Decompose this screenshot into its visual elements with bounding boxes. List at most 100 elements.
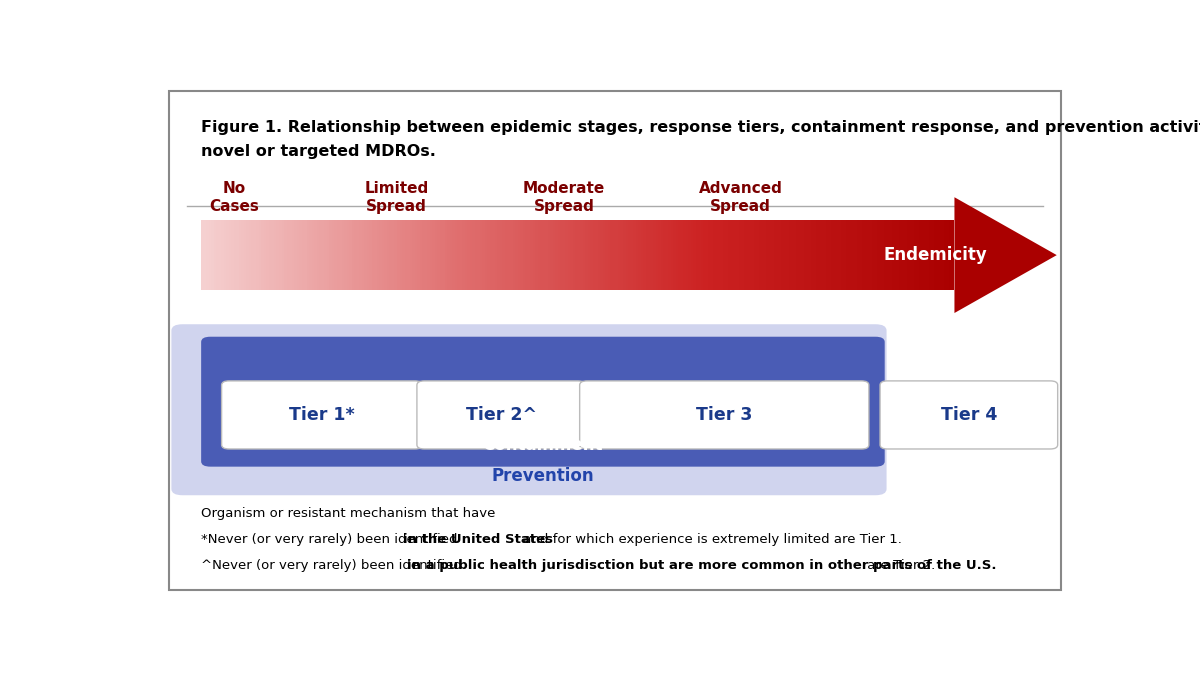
Bar — [547, 220, 550, 290]
Bar — [814, 220, 816, 290]
Bar — [824, 220, 827, 290]
Bar — [769, 220, 772, 290]
Text: Advanced
Spread: Advanced Spread — [698, 182, 782, 214]
Bar — [696, 220, 698, 290]
Bar — [871, 220, 874, 290]
Bar — [841, 220, 844, 290]
Bar — [452, 220, 455, 290]
Bar — [797, 220, 799, 290]
Bar — [673, 220, 676, 290]
Bar — [653, 220, 655, 290]
Text: *Never (or very rarely) been identified: *Never (or very rarely) been identified — [202, 533, 462, 546]
Bar — [623, 220, 625, 290]
Bar — [802, 220, 804, 290]
Bar — [949, 220, 952, 290]
Bar — [905, 220, 907, 290]
Bar — [874, 220, 877, 290]
Bar — [439, 220, 443, 290]
Bar — [418, 220, 420, 290]
Bar — [512, 220, 515, 290]
Bar — [666, 220, 668, 290]
Bar — [864, 220, 866, 290]
Bar — [683, 220, 685, 290]
FancyBboxPatch shape — [168, 91, 1062, 591]
Bar — [643, 220, 646, 290]
Bar — [829, 220, 832, 290]
Bar — [314, 220, 317, 290]
Bar — [721, 220, 724, 290]
Text: ^Never (or very rarely) been identified: ^Never (or very rarely) been identified — [202, 559, 467, 572]
Bar — [586, 220, 588, 290]
Bar — [788, 220, 791, 290]
Text: Containment: Containment — [482, 436, 602, 454]
Text: Prevention: Prevention — [491, 467, 594, 485]
Bar — [628, 220, 630, 290]
Bar — [742, 220, 744, 290]
Bar — [588, 220, 590, 290]
Bar — [912, 220, 914, 290]
Bar — [475, 220, 478, 290]
Bar — [613, 220, 616, 290]
Bar — [944, 220, 947, 290]
Bar — [754, 220, 756, 290]
Bar — [299, 220, 301, 290]
Bar — [827, 220, 829, 290]
Bar — [402, 220, 404, 290]
Bar — [223, 220, 227, 290]
Bar — [266, 220, 269, 290]
Bar — [289, 220, 292, 290]
Bar — [606, 220, 608, 290]
Bar — [922, 220, 924, 290]
Bar — [634, 220, 636, 290]
Bar — [437, 220, 439, 290]
Bar — [344, 220, 347, 290]
Bar — [698, 220, 701, 290]
Bar — [892, 220, 894, 290]
Bar — [691, 220, 694, 290]
Bar — [264, 220, 266, 290]
Bar — [848, 220, 852, 290]
Bar — [282, 220, 284, 290]
Bar — [685, 220, 689, 290]
Bar — [340, 220, 342, 290]
FancyBboxPatch shape — [580, 381, 869, 449]
Bar — [202, 220, 204, 290]
Bar — [347, 220, 349, 290]
Bar — [427, 220, 430, 290]
Bar — [246, 220, 248, 290]
Bar — [668, 220, 671, 290]
Bar — [630, 220, 634, 290]
Bar — [857, 220, 859, 290]
Bar — [791, 220, 793, 290]
Text: in a public health jurisdisction but are more common in other parts of the U.S.: in a public health jurisdisction but are… — [407, 559, 996, 572]
Bar — [304, 220, 307, 290]
Bar — [412, 220, 414, 290]
Bar — [733, 220, 736, 290]
Bar — [680, 220, 683, 290]
Bar — [558, 220, 560, 290]
Text: are Tier 2.: are Tier 2. — [864, 559, 936, 572]
Bar — [701, 220, 703, 290]
Bar — [719, 220, 721, 290]
Bar — [492, 220, 494, 290]
Bar — [650, 220, 653, 290]
Bar — [464, 220, 467, 290]
Bar — [758, 220, 761, 290]
Bar — [749, 220, 751, 290]
Bar — [498, 220, 500, 290]
Bar — [322, 220, 324, 290]
Bar — [379, 220, 382, 290]
Bar — [372, 220, 374, 290]
Bar — [209, 220, 211, 290]
Bar — [689, 220, 691, 290]
Bar — [646, 220, 648, 290]
Bar — [832, 220, 834, 290]
Bar — [836, 220, 839, 290]
Bar — [307, 220, 310, 290]
Bar — [738, 220, 742, 290]
Bar — [781, 220, 784, 290]
Bar — [354, 220, 356, 290]
Bar — [457, 220, 460, 290]
Bar — [533, 220, 535, 290]
Bar — [414, 220, 418, 290]
